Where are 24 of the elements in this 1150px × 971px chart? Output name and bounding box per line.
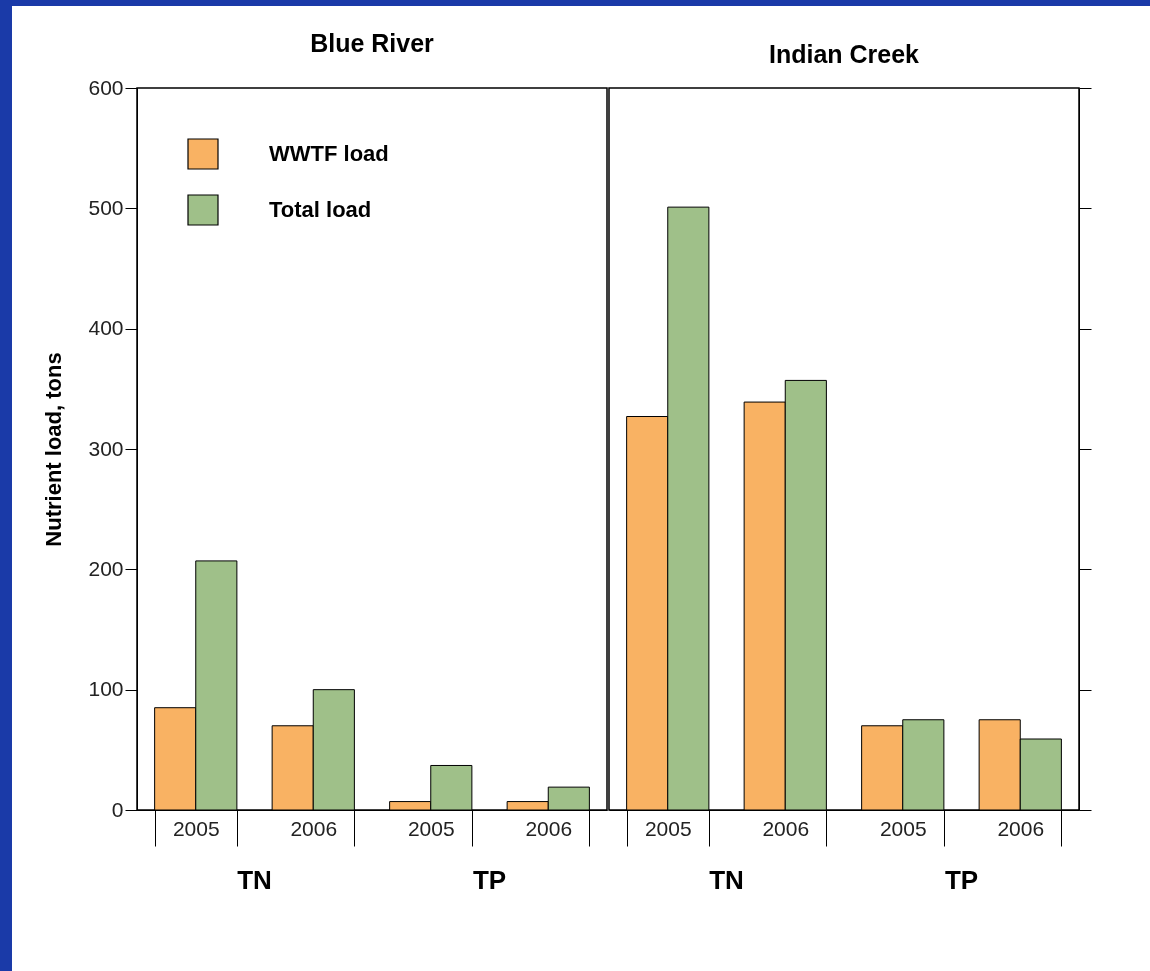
x-tick-label: 2005 bbox=[879, 816, 927, 840]
y-tick-label: 300 bbox=[88, 436, 124, 460]
text: TN bbox=[237, 865, 272, 895]
x-tick-label: 2006 bbox=[997, 816, 1045, 840]
y-tick-label: 100 bbox=[88, 677, 124, 701]
x-tick-label: 2006 bbox=[762, 816, 810, 840]
text: TP bbox=[472, 865, 507, 895]
text: TN bbox=[709, 865, 744, 895]
x-tick-label: 2005 bbox=[644, 816, 692, 840]
y-tick-label: 400 bbox=[88, 316, 124, 340]
x-tick-label: 2005 bbox=[407, 816, 455, 840]
y-tick-label: 600 bbox=[88, 75, 124, 99]
chart-title: Indian Creek bbox=[768, 39, 920, 68]
x-tick-label: 2006 bbox=[525, 816, 573, 840]
y-axis-title: Nutrient load, tons bbox=[41, 352, 67, 547]
x-tick-label: 2006 bbox=[290, 816, 338, 840]
legend-label: Total load bbox=[269, 197, 372, 222]
y-tick-label: 0 bbox=[111, 797, 124, 821]
y-tick-label: 500 bbox=[88, 195, 124, 219]
x-tick-label: 2005 bbox=[172, 816, 220, 840]
chart-title: Blue River bbox=[310, 29, 435, 57]
legend-label: WWTF load bbox=[269, 141, 389, 166]
y-tick-label: 200 bbox=[88, 556, 124, 580]
text: TP bbox=[944, 865, 979, 895]
